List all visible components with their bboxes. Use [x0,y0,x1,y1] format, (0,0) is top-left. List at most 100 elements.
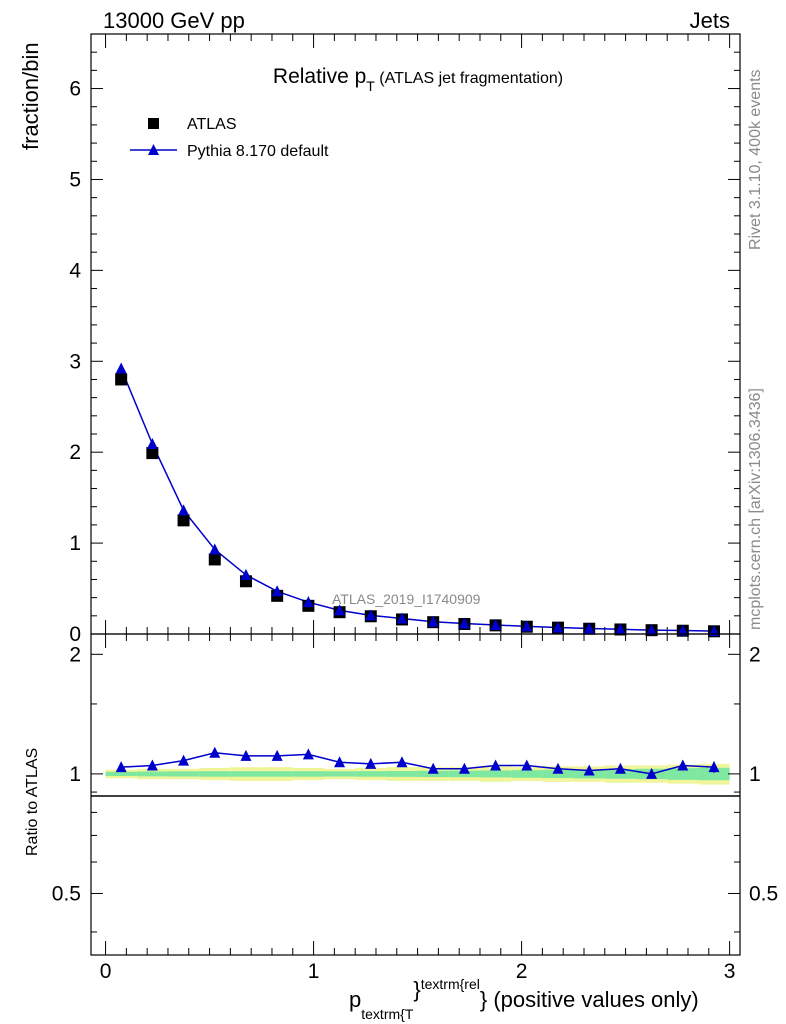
ratio-band-green [698,767,730,781]
analysis-label: ATLAS_2019_I1740909 [332,591,481,607]
main-ylabel: fraction/bin [18,42,43,150]
ratio-point [490,759,502,771]
pythia-point [240,568,252,580]
atlas-point [177,514,190,527]
ratio-panel: Ratio to ATLAS 0.5 0.5 1 1 2 2 [24,633,778,956]
main-ytick-label: 3 [69,350,81,373]
title-sub: T [366,78,375,94]
legend-pythia-marker [148,144,159,155]
rivet-label: Rivet 3.1.10, 400k events [747,69,764,250]
ratio-point [302,748,314,760]
atlas-point [208,553,221,566]
ratio-band-green [292,771,324,777]
ratio-band-green [136,771,168,777]
pythia-point [396,612,408,624]
pythia-point [271,585,283,597]
atlas-point [115,373,128,386]
atlas-point [146,447,159,460]
ratio-point [708,761,720,773]
ratio-bands [105,763,730,785]
ratio-point [458,762,470,774]
ratio-point [396,756,408,768]
pythia-point [115,362,127,374]
title-paren: (ATLAS jet fragmentation) [375,70,563,87]
header-right: Jets [690,8,730,33]
xlabel-p: p [349,987,361,1012]
ratio-ytick-label-right: 1 [749,763,761,786]
ratio-point [427,762,439,774]
pythia-point [521,620,533,632]
ratio-ytick-label-right: 2 [749,643,761,666]
x-tick-label: 1 [308,960,320,983]
pythia-point [209,543,221,555]
ratio-ytick-label: 0.5 [52,882,81,905]
ratio-band-green [604,769,636,779]
pythia-point [178,504,190,516]
ratio-point [115,761,127,773]
ratio-band-green [355,771,387,777]
ratio-point [271,749,283,761]
ratio-ytick-label: 1 [69,763,81,786]
legend-atlas-marker [148,118,159,129]
ratio-ytick-label-right: 0.5 [749,882,778,905]
ratio-point [521,759,533,771]
ratio-line [121,752,715,775]
xlabel-tail: } (positive values only) [480,987,699,1012]
ratio-data-marks [115,746,720,779]
main-ytick-label: 1 [69,532,81,555]
ratio-band-green [167,771,200,777]
main-data-marks [115,362,720,638]
x-tick-label: 3 [724,960,736,983]
ratio-band-green [323,771,356,777]
mcplots-label: mcplots.cern.ch [arXiv:1306.3436] [747,388,764,630]
ratio-point [614,762,626,774]
main-ytick-label: 0 [69,623,81,646]
xlabel-sup: textrm{rel [421,976,480,992]
ratio-point [334,756,346,768]
pythia-point [614,623,626,635]
ratio-band-green [230,771,262,777]
ratio-band-green [511,770,543,778]
pythia-point [677,624,689,636]
main-panel: Relative pT (ATLAS jet fragmentation) fr… [18,33,741,646]
ratio-band-green [667,768,699,780]
header-left: 13000 GeV pp [103,8,245,33]
xlabel-brace: } [413,977,420,1002]
pythia-point [302,596,314,608]
ratio-band-green [542,769,574,779]
pythia-point [490,619,502,630]
ratio-point [240,749,252,761]
x-axis-title: ptextrm{T}textrm{rel} (positive values o… [349,976,699,1022]
ratio-band-green [417,770,449,778]
title-p: Relative p [273,65,366,88]
ratio-band-green [105,771,137,776]
pythia-point [427,615,439,627]
ratio-point [646,767,658,779]
main-title: Relative pT (ATLAS jet fragmentation) [273,65,563,94]
main-axis-ticks: 0 1 2 3 4 5 6 [69,34,740,646]
ratio-ytick-label: 2 [69,643,81,666]
main-ytick-label: 4 [69,259,81,282]
legend: ATLAS Pythia 8.170 default [130,116,329,160]
ratio-band-green [479,770,512,778]
ratio-point [552,762,564,774]
main-ytick-label: 6 [69,78,81,101]
legend-atlas-label: ATLAS [187,116,237,133]
pythia-point [646,624,658,636]
ratio-point [677,759,689,771]
ratio-point [583,764,595,776]
pythia-point [146,438,158,449]
ratio-point [209,746,221,758]
x-tick-label: 0 [100,960,112,983]
ratio-band-green [199,771,231,777]
ratio-ylabel: Ratio to ATLAS [24,748,41,856]
ratio-point [178,754,190,766]
main-ytick-label: 2 [69,441,81,464]
ratio-band-green [261,771,293,777]
x-tick-label: 2 [516,960,528,983]
pythia-point [583,622,595,634]
x-tick-labels: 0 1 2 3 [100,960,736,983]
legend-pythia-label: Pythia 8.170 default [187,143,329,160]
ratio-band-green [386,770,418,777]
